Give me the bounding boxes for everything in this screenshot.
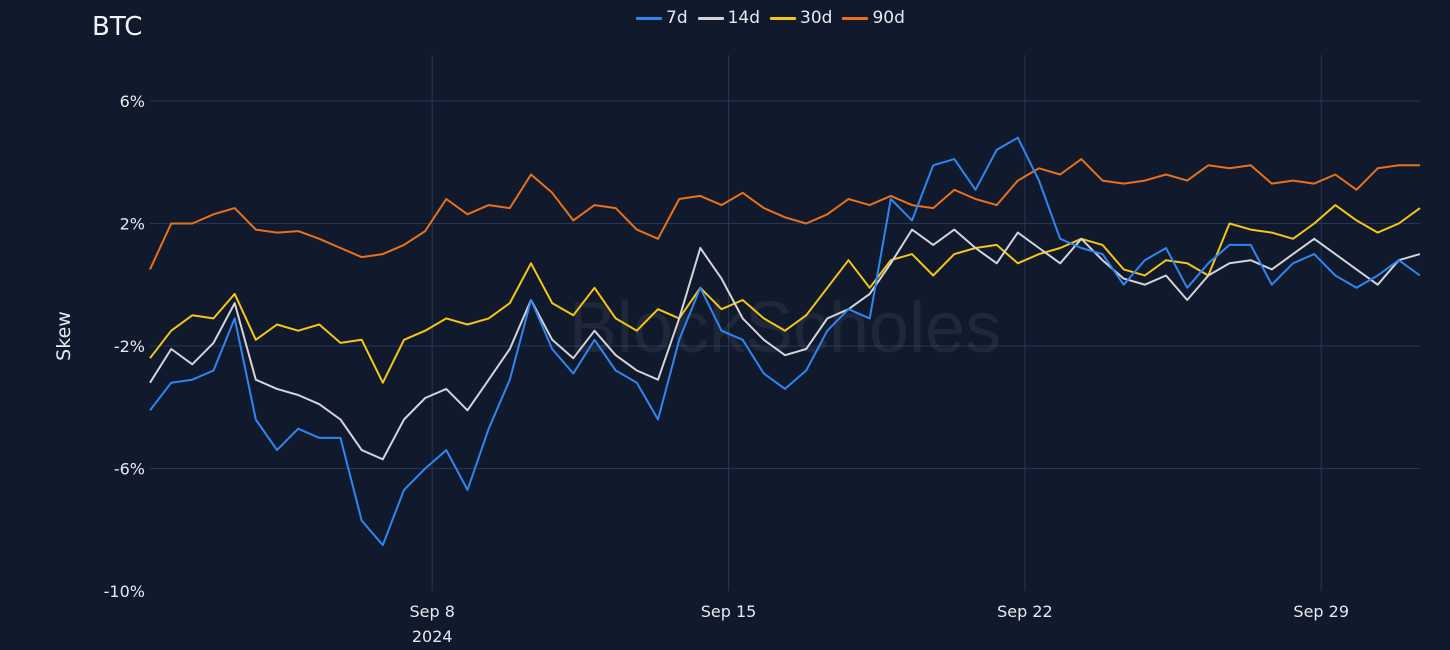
y-axis-label: Skew — [53, 311, 75, 361]
x-tick-label: Sep 22 — [997, 602, 1053, 621]
legend-item-30d[interactable]: 30d — [770, 8, 832, 28]
y-tick-label: 2% — [120, 214, 145, 233]
x-tick-label: Sep 29 — [1293, 602, 1349, 621]
legend-item-7d[interactable]: 7d — [636, 8, 688, 28]
legend-item-90d[interactable]: 90d — [842, 8, 905, 28]
chart-title: BTC — [92, 12, 143, 42]
x-axis-ticks: Sep 8 2024 Sep 15 Sep 22 Sep 29 — [410, 602, 1350, 646]
legend-swatch — [636, 16, 662, 20]
x-tick-label: Sep 8 — [410, 602, 455, 621]
legend: 7d 14d 30d 90d — [636, 8, 905, 28]
series-line-90d — [149, 158, 1420, 270]
legend-item-14d[interactable]: 14d — [697, 8, 761, 28]
legend-swatch — [697, 16, 724, 20]
y-tick-label: -10% — [104, 582, 145, 601]
legend-label: 30d — [800, 8, 833, 28]
series-line-7d — [149, 136, 1421, 547]
legend-swatch — [770, 16, 797, 20]
series-line-14d — [149, 228, 1421, 461]
y-axis-ticks: 6% 2% -2% -6% -10% — [104, 92, 145, 601]
x-tick-label: Sep 15 — [701, 602, 757, 621]
y-tick-label: 6% — [120, 92, 145, 111]
legend-label: 14d — [727, 8, 761, 28]
y-tick-label: -6% — [114, 459, 145, 478]
legend-swatch — [842, 16, 869, 20]
legend-label: 90d — [872, 8, 905, 28]
x-tick-year-label: 2024 — [412, 627, 453, 646]
y-tick-label: -2% — [114, 337, 145, 356]
grid — [150, 55, 1420, 591]
series-lines — [149, 136, 1421, 547]
legend-label: 7d — [666, 8, 688, 28]
